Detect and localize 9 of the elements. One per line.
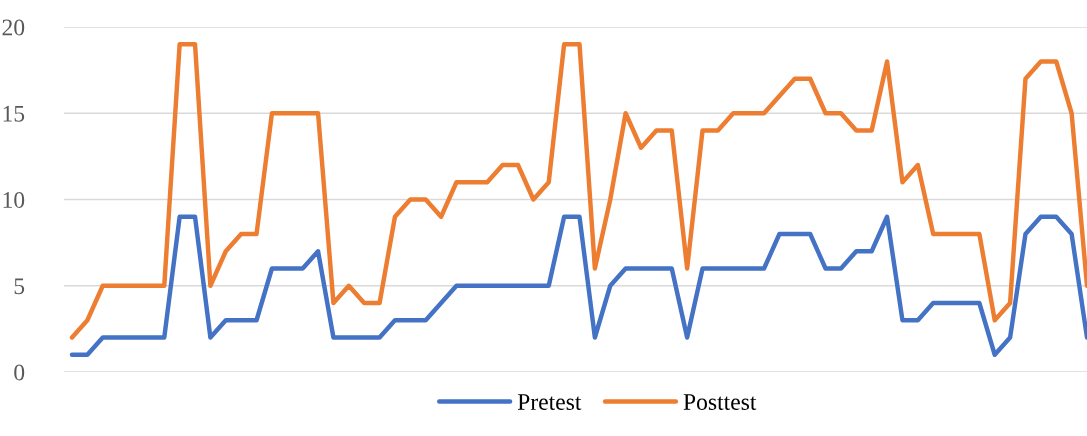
line-series [69, 214, 1087, 357]
y-tick-label: 0 [14, 364, 25, 381]
y-tick-label: 20 [2, 19, 25, 36]
line-series [69, 42, 1087, 340]
legend-label: Posttest [683, 394, 757, 410]
y-tick-label: 15 [3, 105, 25, 122]
legend-label: Pretest [517, 394, 582, 410]
y-tick-label: 10 [3, 191, 25, 208]
y-tick-label: 5 [14, 278, 25, 295]
